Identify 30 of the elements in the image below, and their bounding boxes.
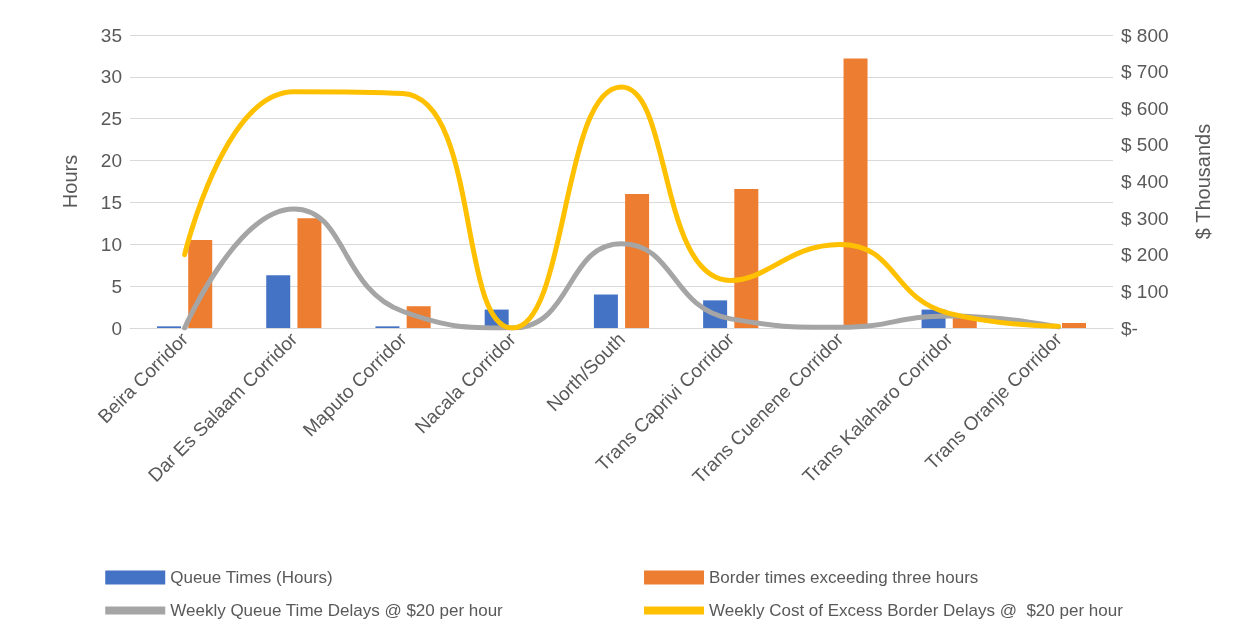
y2-tick-label: $ 400 xyxy=(1121,171,1169,192)
y-tick-label: 5 xyxy=(111,275,122,297)
y-tick-label: 35 xyxy=(100,24,122,46)
y-tick-label: 30 xyxy=(100,66,122,88)
y-tick-label: 10 xyxy=(100,233,122,255)
bar xyxy=(297,218,322,328)
y-axis-title: Hours xyxy=(59,154,81,209)
bar xyxy=(843,58,868,328)
y2-tick-label: $ 200 xyxy=(1121,244,1169,266)
y2-tick-label: $ 700 xyxy=(1121,61,1169,83)
y2-axis-title: $ Thousands xyxy=(1192,123,1214,240)
y2-tick-label: $ 100 xyxy=(1121,280,1169,302)
y-tick-label: 25 xyxy=(100,108,122,130)
bar xyxy=(266,275,291,328)
y-tick-label: 0 xyxy=(111,317,122,339)
legend-label: Weekly Cost of Excess Border Delays @ $20 per hour xyxy=(709,601,1124,620)
bar xyxy=(1061,322,1086,328)
y-tick-label: 20 xyxy=(100,150,122,172)
y2-tick-label: $ 600 xyxy=(1121,97,1169,119)
y2-tick-label: $ 300 xyxy=(1121,207,1169,229)
y2-tick-label: $- xyxy=(1121,317,1138,339)
legend-label: Weekly Queue Time Delays @ $20 per hour xyxy=(170,601,504,620)
y2-tick-label: $ 500 xyxy=(1121,134,1169,156)
bar xyxy=(734,189,759,328)
legend-label: Border times exceeding three hours xyxy=(709,568,979,587)
y-tick-label: 15 xyxy=(100,191,122,213)
bar xyxy=(593,294,618,328)
bar xyxy=(625,194,650,328)
y2-tick-label: $ 800 xyxy=(1121,24,1169,46)
legend-label: Queue Times (Hours) xyxy=(170,568,333,587)
